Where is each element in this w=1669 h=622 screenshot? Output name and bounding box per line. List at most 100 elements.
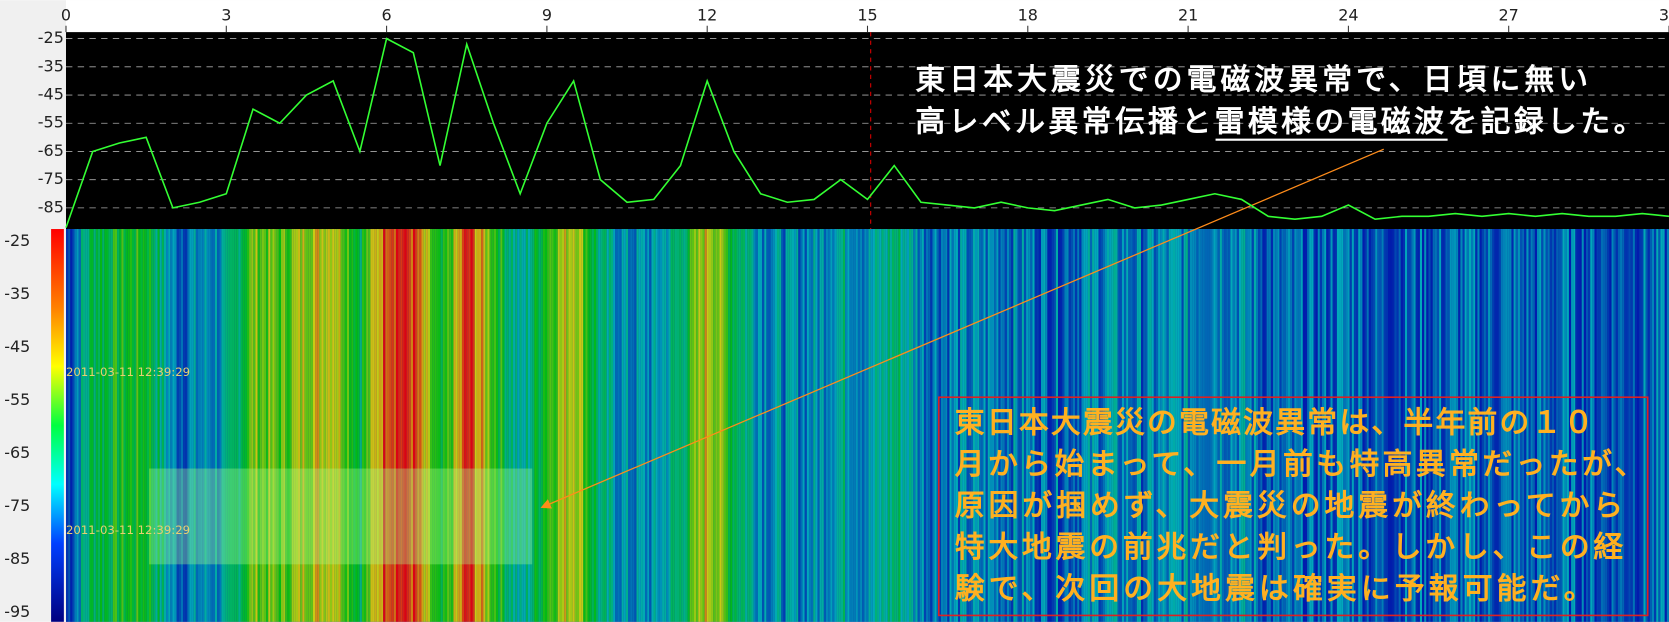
waterfall-stripe <box>189 229 192 622</box>
waterfall-stripe <box>574 229 577 622</box>
waterfall-stripe <box>1439 229 1442 622</box>
waterfall-stripe <box>1111 229 1114 622</box>
waterfall-stripe <box>381 229 384 622</box>
waterfall-stripe <box>1647 229 1650 622</box>
waterfall-stripe <box>868 229 871 622</box>
waterfall-stripe <box>1132 229 1135 622</box>
waterfall-stripe <box>1343 229 1346 622</box>
waterfall-stripe <box>638 229 641 622</box>
y-tick-label: -35 <box>38 56 64 75</box>
waterfall-stripe <box>1341 229 1344 622</box>
waterfall-stripe <box>557 229 560 622</box>
waterfall-stripe <box>1568 229 1572 622</box>
waterfall-stripe <box>832 229 835 622</box>
waterfall-stripe <box>938 229 941 622</box>
waterfall-stripe <box>1281 229 1284 622</box>
waterfall-stripe <box>838 229 841 622</box>
waterfall-stripe <box>1364 229 1367 622</box>
waterfall-stripe <box>774 229 778 622</box>
waterfall-stripe <box>493 229 497 622</box>
scale-tick-label: -55 <box>4 390 30 409</box>
waterfall-stripe <box>474 229 477 622</box>
waterfall-stripe <box>1496 229 1499 622</box>
waterfall-stripe <box>1409 229 1412 622</box>
waterfall-stripe <box>1360 229 1363 622</box>
waterfall-stripe <box>717 229 720 622</box>
waterfall-stripe <box>619 229 622 622</box>
waterfall-stripe <box>1151 229 1154 622</box>
waterfall-stripe <box>1600 229 1604 622</box>
waterfall-stripe <box>197 229 201 622</box>
waterfall-stripe <box>1571 229 1574 622</box>
waterfall-stripe <box>117 229 120 622</box>
waterfall-stripe <box>766 229 769 622</box>
waterfall-stripe <box>1098 229 1101 622</box>
waterfall-stripe <box>1634 229 1638 622</box>
waterfall-stripe <box>361 229 365 622</box>
waterfall-stripe <box>1639 229 1642 622</box>
waterfall-stripe <box>91 229 94 622</box>
waterfall-stripe <box>1081 229 1084 622</box>
waterfall-stripe <box>953 229 956 622</box>
waterfall-stripe <box>1528 229 1531 622</box>
waterfall-stripe <box>308 229 311 622</box>
waterfall-stripe <box>602 229 605 622</box>
waterfall-stripe <box>1398 229 1401 622</box>
waterfall-stripe <box>346 229 350 622</box>
waterfall-stripe <box>943 229 946 622</box>
waterfall-stripe <box>483 229 486 622</box>
waterfall-stripe <box>1358 229 1361 622</box>
waterfall-stripe <box>385 229 388 622</box>
waterfall-stripe <box>1215 229 1218 622</box>
x-tick-label: 30 <box>1659 6 1669 25</box>
waterfall-stripe <box>559 229 563 622</box>
waterfall-stripe <box>387 229 390 622</box>
waterfall-stripe <box>1089 229 1093 622</box>
waterfall-stripe <box>447 229 450 622</box>
waterfall-stripe <box>97 229 101 622</box>
waterfall-stripe <box>1006 229 1010 622</box>
waterfall-stripe <box>1485 229 1489 622</box>
waterfall-stripe <box>1543 229 1546 622</box>
scale-tick-label: -75 <box>4 496 30 515</box>
waterfall-stripe <box>977 229 980 622</box>
waterfall-stripe <box>1228 229 1231 622</box>
waterfall-stripe <box>1268 229 1271 622</box>
waterfall-stripe <box>302 229 305 622</box>
waterfall-stripe <box>244 229 247 622</box>
waterfall-stripe <box>236 229 239 622</box>
waterfall-stripe <box>1023 229 1027 622</box>
waterfall-stripe <box>1234 229 1237 622</box>
waterfall-stripe <box>502 229 505 622</box>
waterfall-stripe <box>1109 229 1112 622</box>
waterfall-stripe <box>1626 229 1629 622</box>
waterfall-stripe <box>110 229 113 622</box>
waterfall-stripe <box>180 229 184 622</box>
waterfall-stripe <box>1311 229 1314 622</box>
waterfall-stripe <box>1253 229 1257 622</box>
waterfall-stripe <box>72 229 75 622</box>
waterfall-stripe <box>1643 229 1646 622</box>
waterfall-stripe <box>1207 229 1210 622</box>
waterfall-stripe <box>1326 229 1329 622</box>
waterfall-stripe <box>1517 229 1520 622</box>
waterfall-stripe <box>195 229 198 622</box>
waterfall-stripe <box>566 229 569 622</box>
waterfall-stripe <box>1183 229 1186 622</box>
waterfall-stripe <box>521 229 524 622</box>
y-tick-label: -55 <box>38 113 64 132</box>
waterfall-stripe <box>1373 229 1376 622</box>
waterfall-stripe <box>376 229 379 622</box>
waterfall-stripe <box>647 229 650 622</box>
waterfall-stripe <box>1475 229 1478 622</box>
y-tick-label: -25 <box>38 28 64 47</box>
waterfall-stripe <box>149 229 152 622</box>
waterfall-stripe <box>840 229 844 622</box>
waterfall-stripe <box>1134 229 1137 622</box>
waterfall-stripe <box>370 229 373 622</box>
waterfall-stripe <box>606 229 609 622</box>
waterfall-stripe <box>1264 229 1267 622</box>
waterfall-stripe <box>1179 229 1182 622</box>
waterfall-stripe <box>1349 229 1352 622</box>
waterfall-stripe <box>325 229 328 622</box>
